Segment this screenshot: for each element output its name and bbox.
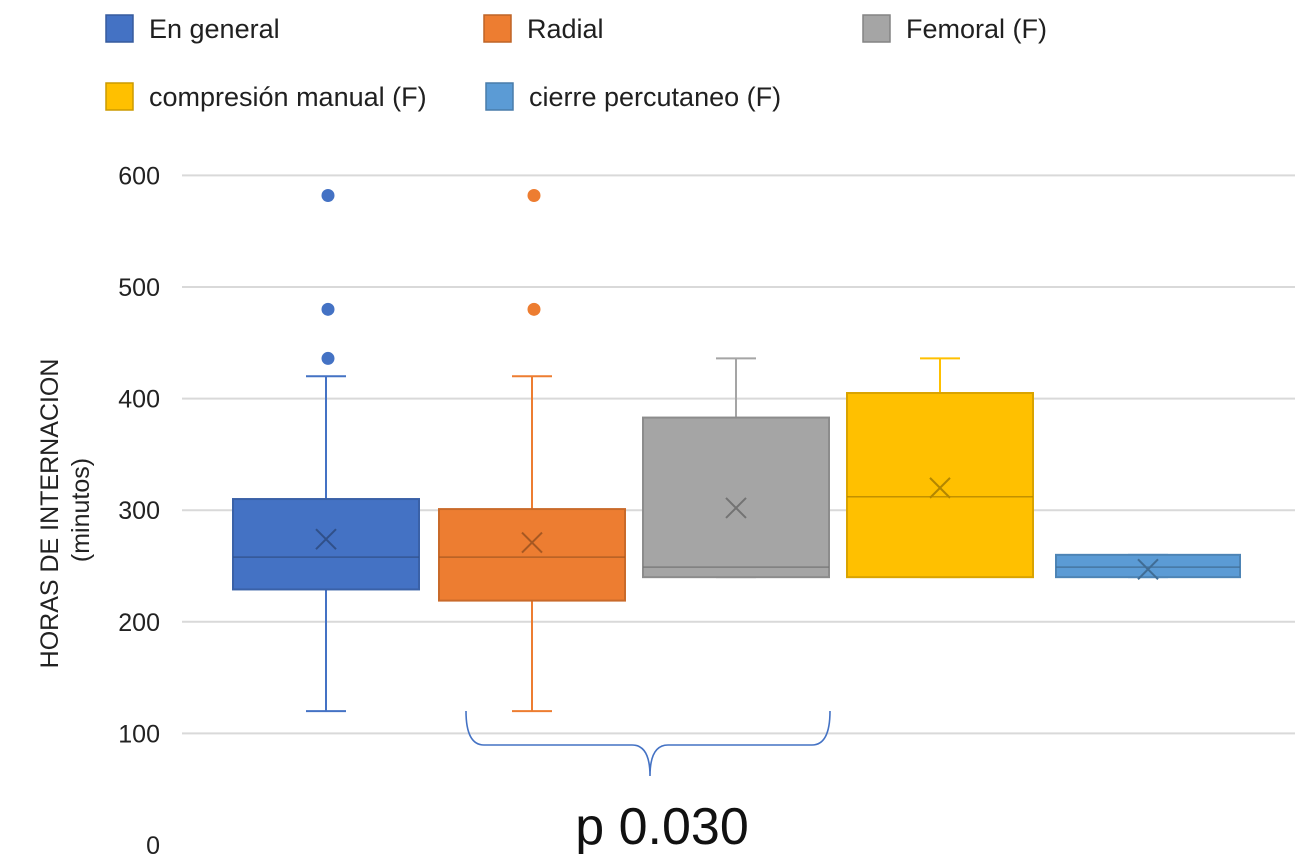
box-1 xyxy=(233,189,419,711)
legend-item: En general xyxy=(106,14,280,44)
legend-item: compresión manual (F) xyxy=(106,82,427,112)
box-body xyxy=(643,418,829,578)
legend-swatch xyxy=(863,15,890,42)
legend-label: En general xyxy=(149,14,280,44)
box-2 xyxy=(439,189,625,711)
legend-item: Radial xyxy=(484,14,604,44)
y-tick-label: 100 xyxy=(118,720,160,748)
legend-swatch xyxy=(106,83,133,110)
y-tick-label: 200 xyxy=(118,609,160,637)
legend-label: compresión manual (F) xyxy=(149,82,427,112)
y-axis-label-line2: (minutos) xyxy=(67,458,95,562)
legend-label: Femoral (F) xyxy=(906,14,1047,44)
legend: En general Radial Femoral (F) compresión ma… xyxy=(106,14,1047,112)
box-5 xyxy=(1056,555,1240,580)
box-body xyxy=(847,393,1033,577)
outlier-point xyxy=(322,352,335,365)
outlier-point xyxy=(528,189,541,202)
legend-swatch xyxy=(486,83,513,110)
comparison-brace xyxy=(466,711,830,776)
y-axis-label: HORAS DE INTERNACION (minutos) xyxy=(36,352,95,669)
legend-item: Femoral (F) xyxy=(863,14,1047,44)
y-tick-label: 400 xyxy=(118,386,160,414)
y-axis-ticks: 0 100 200 300 400 500 600 xyxy=(118,162,160,854)
outlier-point xyxy=(322,189,335,202)
legend-swatch xyxy=(106,15,133,42)
y-tick-label: 0 xyxy=(146,832,160,854)
legend-label: cierre percutaneo (F) xyxy=(529,82,781,112)
box-3 xyxy=(643,358,829,577)
legend-label: Radial xyxy=(527,14,604,44)
outlier-point xyxy=(528,303,541,316)
box-body xyxy=(1056,555,1240,577)
legend-item: cierre percutaneo (F) xyxy=(486,82,781,112)
box-4 xyxy=(847,358,1033,577)
plot-area xyxy=(233,189,1240,711)
y-axis-label-line1: HORAS DE INTERNACION xyxy=(36,359,64,669)
box-body xyxy=(233,499,419,589)
y-tick-label: 500 xyxy=(118,274,160,302)
box-body xyxy=(439,509,625,601)
p-value-annotation: p 0.030 xyxy=(575,798,749,854)
outlier-point xyxy=(322,303,335,316)
legend-swatch xyxy=(484,15,511,42)
y-tick-label: 600 xyxy=(118,162,160,190)
y-tick-label: 300 xyxy=(118,497,160,525)
